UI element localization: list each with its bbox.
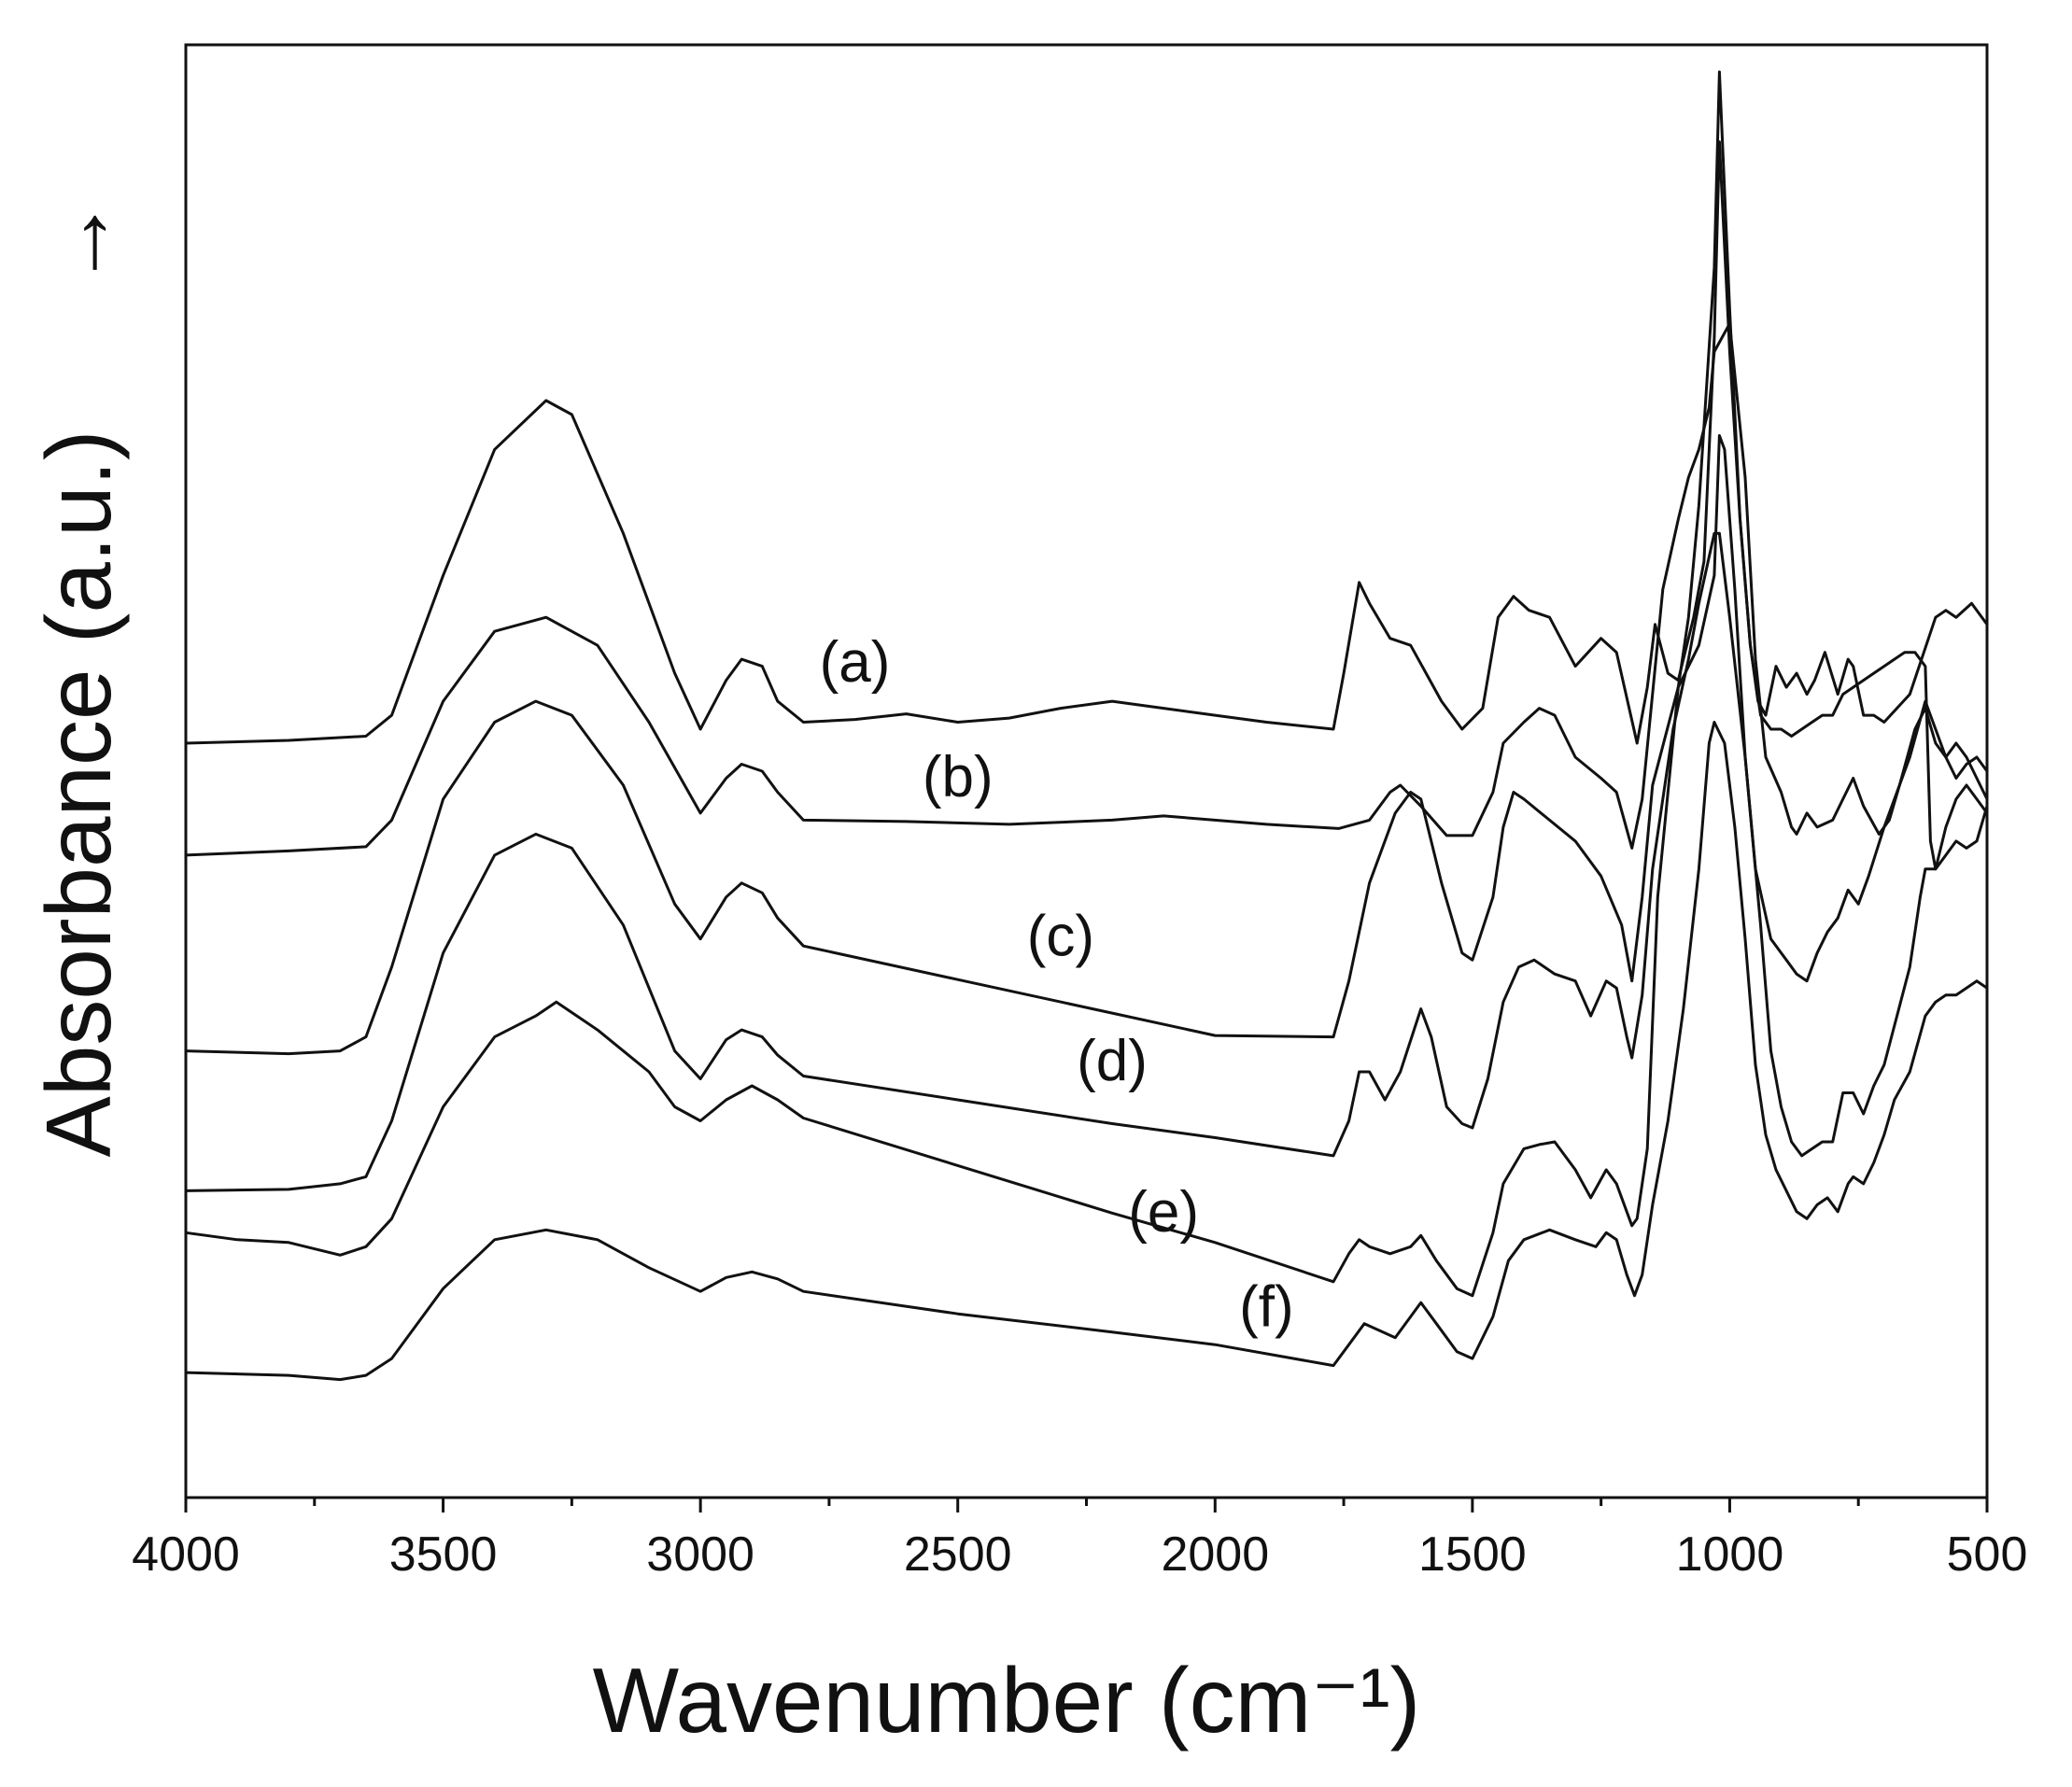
series-label-b: (b) xyxy=(923,745,994,809)
series-labels: (a) (b) (c) (d) (e) (f) xyxy=(820,630,1294,1340)
series-line-a xyxy=(185,140,1989,745)
series-label-c: (c) xyxy=(1027,905,1094,969)
series-label-a: (a) xyxy=(820,630,891,695)
x-axis-ticks: 4000 3500 3000 2500 2000 1500 1000 500 xyxy=(132,1498,2027,1582)
x-tick-label: 3000 xyxy=(646,1527,754,1582)
spectra-curves xyxy=(185,70,1989,1382)
x-tick-label: 1000 xyxy=(1676,1527,1784,1582)
y-axis-arrow: → xyxy=(27,197,130,288)
series-label-f: (f) xyxy=(1239,1275,1294,1340)
series-line-b xyxy=(185,322,1989,857)
x-tick-label: 1500 xyxy=(1418,1527,1527,1582)
x-tick-label: 2000 xyxy=(1161,1527,1269,1582)
x-tick-label: 2500 xyxy=(904,1527,1012,1582)
y-axis-title-group: Absorbance (a.u.) → xyxy=(27,197,130,1157)
series-line-d xyxy=(185,531,1989,1192)
series-line-f xyxy=(185,721,1988,1382)
x-tick-label: 4000 xyxy=(132,1527,240,1582)
x-axis-title: Wavenumber (cm⁻¹) xyxy=(593,1649,1421,1752)
series-line-c xyxy=(185,434,1989,1056)
y-axis-title: Absorbance (a.u.) xyxy=(27,430,130,1158)
series-label-d: (d) xyxy=(1077,1029,1148,1093)
x-tick-label: 500 xyxy=(1947,1527,2028,1582)
x-tick-label: 3500 xyxy=(389,1527,498,1582)
series-line-e xyxy=(185,70,1989,1298)
series-label-e: (e) xyxy=(1128,1180,1199,1245)
